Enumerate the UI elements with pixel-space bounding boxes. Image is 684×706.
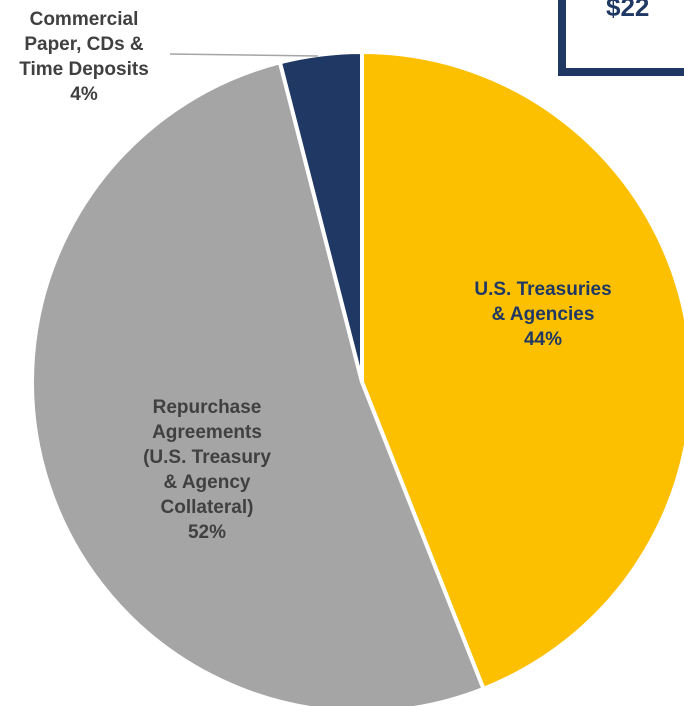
slice-commercial-paper <box>277 49 364 383</box>
total-callout-box <box>558 0 684 76</box>
label-repurchase-agreements-line: Collateral) <box>161 497 254 518</box>
label-commercial-paper: Commercial Paper, CDs & Time Deposits 4% <box>19 9 149 105</box>
label-repurchase-agreements-line: & Agency <box>164 472 251 493</box>
label-repurchase-agreements-line: (U.S. Treasury <box>143 447 271 468</box>
label-us-treasuries: U.S. Treasuries & Agencies 44% <box>474 279 611 350</box>
label-us-treasuries-line: U.S. Treasuries <box>474 279 611 300</box>
label-commercial-paper-line: Paper, CDs & <box>24 34 144 55</box>
label-commercial-paper-percent: 4% <box>70 84 98 105</box>
label-repurchase-agreements-percent: 52% <box>188 522 226 543</box>
slice-repurchase-agreements <box>30 59 487 706</box>
label-commercial-paper-line: Time Deposits <box>19 59 149 80</box>
label-commercial-paper-line: Commercial <box>30 9 139 30</box>
label-repurchase-agreements: Repurchase Agreements (U.S. Treasury & Agen… <box>143 397 271 543</box>
slice-us-treasuries <box>360 49 684 692</box>
commercial-leader-line <box>169 53 319 57</box>
label-repurchase-agreements-line: Agreements <box>152 422 262 443</box>
total-callout: $22 <box>558 0 684 76</box>
label-us-treasuries-percent: 44% <box>524 329 562 350</box>
pie-slices <box>30 49 684 706</box>
pie-labels: U.S. Treasuries & Agencies 44% Repurchase Ag… <box>19 9 611 543</box>
total-amount-text: $22 <box>606 0 649 22</box>
label-repurchase-agreements-line: Repurchase <box>153 397 262 418</box>
label-us-treasuries-line: & Agencies <box>492 304 595 325</box>
